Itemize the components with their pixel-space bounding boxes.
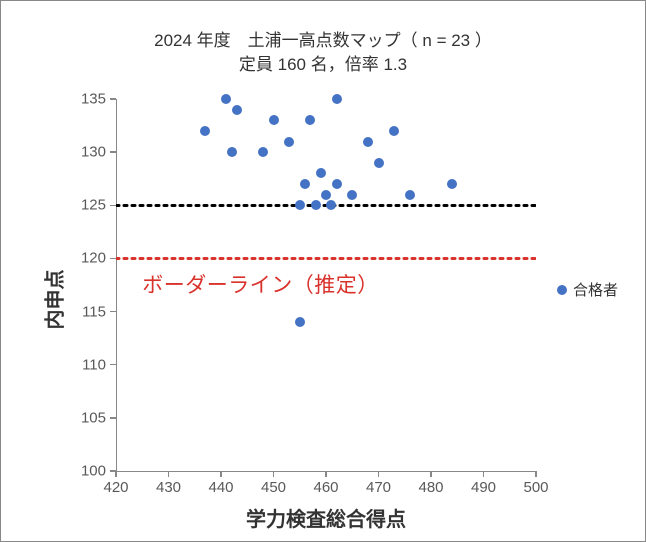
- xtick-mark: [325, 471, 327, 477]
- scatter-point: [332, 179, 342, 189]
- ytick-label: 110: [72, 356, 106, 373]
- scatter-point: [316, 168, 326, 178]
- x-axis-label: 学力検査総合得点: [246, 503, 406, 532]
- ytick-mark: [110, 364, 116, 366]
- scatter-point: [200, 126, 210, 136]
- xtick-label: 460: [313, 479, 338, 496]
- xtick-mark: [273, 471, 275, 477]
- legend-marker-icon: [557, 285, 567, 295]
- xtick-label: 480: [418, 479, 443, 496]
- scatter-point: [305, 115, 315, 125]
- xtick-mark: [168, 471, 170, 477]
- xtick-label: 440: [208, 479, 233, 496]
- ytick-mark: [110, 98, 116, 100]
- ytick-label: 130: [72, 144, 106, 161]
- reference-line: [116, 257, 536, 260]
- scatter-point: [405, 190, 415, 200]
- xtick-mark: [115, 471, 117, 477]
- ytick-label: 125: [72, 197, 106, 214]
- ytick-label: 135: [72, 91, 106, 108]
- y-axis-label: 内申点: [39, 270, 68, 330]
- scatter-point: [227, 147, 237, 157]
- ytick-label: 105: [72, 409, 106, 426]
- chart-container: 2024 年度 土浦一高点数マップ（ n = 23 ） 定員 160 名，倍率 …: [0, 0, 646, 542]
- ytick-label: 120: [72, 250, 106, 267]
- ytick-mark: [110, 151, 116, 153]
- legend-label: 合格者: [573, 279, 618, 300]
- title-line-1: 2024 年度 土浦一高点数マップ（ n = 23 ）: [154, 31, 492, 50]
- scatter-point: [447, 179, 457, 189]
- ytick-label: 100: [72, 463, 106, 480]
- scatter-point: [295, 317, 305, 327]
- xtick-label: 490: [471, 479, 496, 496]
- scatter-point: [284, 137, 294, 147]
- scatter-point: [321, 190, 331, 200]
- scatter-point: [300, 179, 310, 189]
- xtick-label: 430: [156, 479, 181, 496]
- xtick-mark: [535, 471, 537, 477]
- scatter-point: [311, 200, 321, 210]
- xtick-mark: [430, 471, 432, 477]
- ytick-mark: [110, 311, 116, 313]
- scatter-point: [363, 137, 373, 147]
- scatter-point: [258, 147, 268, 157]
- xtick-label: 450: [261, 479, 286, 496]
- legend: 合格者: [557, 279, 618, 300]
- scatter-point: [374, 158, 384, 168]
- scatter-point: [347, 190, 357, 200]
- xtick-mark: [483, 471, 485, 477]
- scatter-point: [326, 200, 336, 210]
- scatter-point: [295, 200, 305, 210]
- scatter-point: [232, 105, 242, 115]
- scatter-point: [332, 94, 342, 104]
- scatter-point: [389, 126, 399, 136]
- xtick-mark: [220, 471, 222, 477]
- ytick-mark: [110, 417, 116, 419]
- xtick-label: 420: [103, 479, 128, 496]
- ytick-label: 115: [72, 303, 106, 320]
- scatter-point: [269, 115, 279, 125]
- xtick-mark: [378, 471, 380, 477]
- chart-title: 2024 年度 土浦一高点数マップ（ n = 23 ） 定員 160 名，倍率 …: [1, 29, 645, 77]
- title-line-2: 定員 160 名，倍率 1.3: [239, 55, 407, 74]
- borderline-annotation: ボーダーライン（推定）: [142, 269, 379, 299]
- xtick-label: 470: [366, 479, 391, 496]
- scatter-point: [221, 94, 231, 104]
- xtick-label: 500: [523, 479, 548, 496]
